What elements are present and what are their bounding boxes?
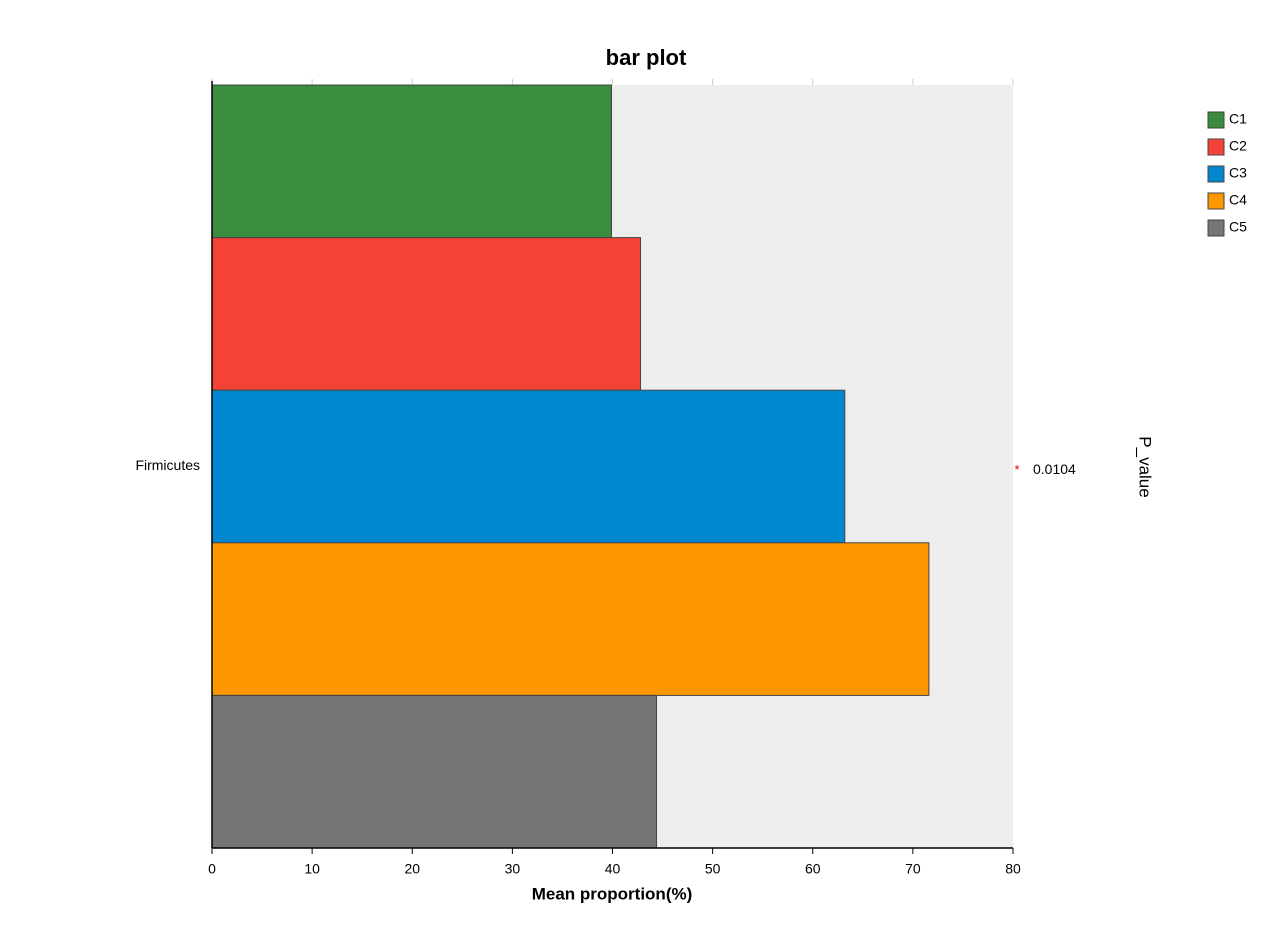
x-tick-label: 50	[705, 861, 721, 877]
x-tick-label: 20	[404, 861, 420, 877]
x-tick-label: 40	[605, 861, 621, 877]
legend-swatch	[1207, 192, 1225, 210]
legend-label: C1	[1229, 111, 1247, 127]
x-axis-label: Mean proportion(%)	[532, 884, 693, 903]
y2-axis-label: P_value	[1136, 436, 1155, 497]
significance: *	[1014, 462, 1019, 477]
chart-title: bar plot	[606, 45, 687, 70]
bar	[211, 389, 846, 544]
y-tick-label: Firmicutes	[135, 457, 200, 473]
legend-label: C5	[1229, 219, 1247, 235]
x-tick-label: 80	[1005, 861, 1021, 877]
legend-swatch	[1207, 111, 1225, 129]
legend-swatch	[1207, 165, 1225, 183]
x-tick-label: 30	[505, 861, 521, 877]
legend-label: C2	[1229, 138, 1247, 154]
p-value: 0.0104	[1033, 461, 1076, 477]
bar	[211, 694, 658, 849]
bar	[211, 542, 930, 696]
x-tick-label: 0	[208, 861, 216, 877]
x-tick-label: 70	[905, 861, 921, 877]
legend-swatch	[1207, 138, 1225, 156]
bar	[211, 84, 612, 239]
x-tick-label: 10	[304, 861, 320, 877]
x-tick-label: 60	[805, 861, 821, 877]
bar	[211, 237, 642, 391]
legend-label: C4	[1229, 192, 1247, 208]
legend-swatch	[1207, 219, 1225, 237]
legend-label: C3	[1229, 165, 1247, 181]
